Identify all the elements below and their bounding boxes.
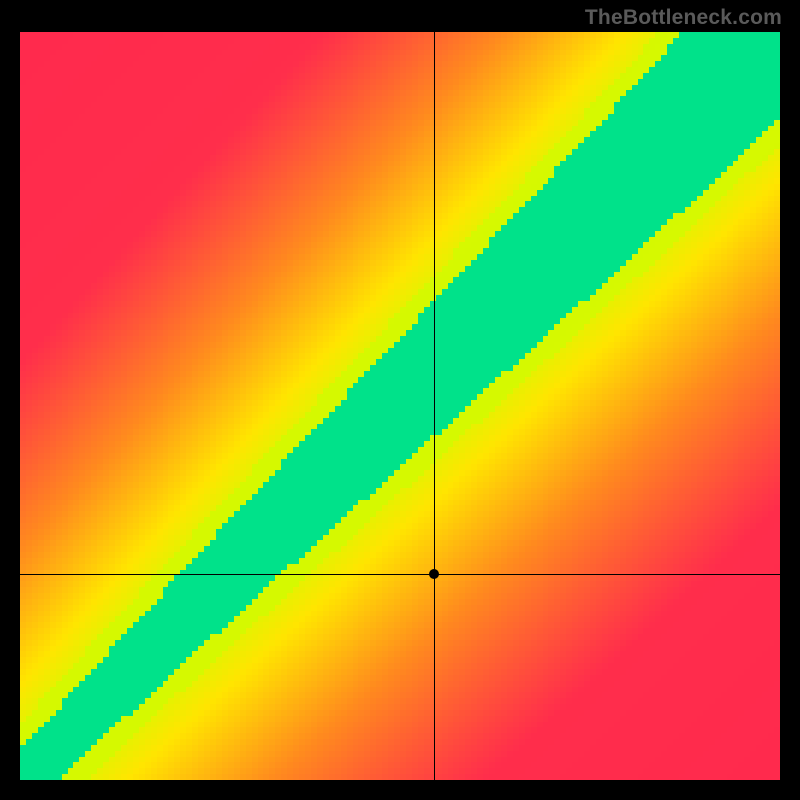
marker-dot <box>429 569 439 579</box>
chart-container: TheBottleneck.com <box>0 0 800 800</box>
heatmap-canvas <box>20 32 780 780</box>
watermark-text: TheBottleneck.com <box>585 6 782 30</box>
crosshair-horizontal <box>20 574 780 575</box>
crosshair-vertical <box>434 32 435 780</box>
heatmap-plot <box>20 32 780 780</box>
